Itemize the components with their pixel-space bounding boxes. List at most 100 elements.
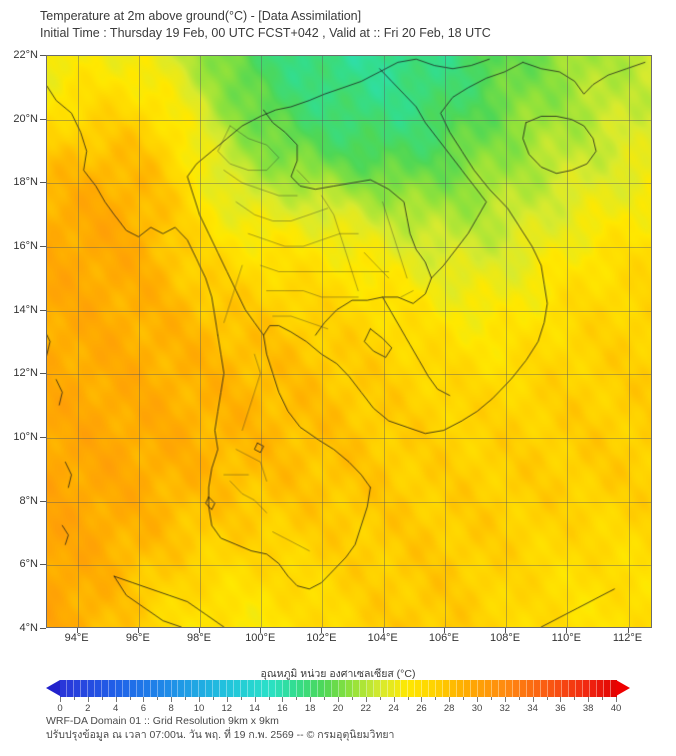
y-tick-mark <box>40 246 46 247</box>
graticule-meridian <box>567 56 569 627</box>
colorbar-label: อุณหภูมิ หน่วย องศาเซลเซียส (°C) <box>260 668 416 680</box>
x-axis-tick-label: 96°E <box>125 632 150 644</box>
colorbar-segment <box>499 680 506 697</box>
colorbar-segment <box>408 680 416 697</box>
colorbar-segment <box>506 680 513 697</box>
colorbar-minor-tick <box>546 697 548 700</box>
colorbar-segment <box>324 680 332 697</box>
colorbar-segment <box>352 680 360 697</box>
colorbar-tick-label: 28 <box>443 703 455 714</box>
colorbar-under-arrow <box>46 680 60 696</box>
colorbar-segment <box>192 680 200 697</box>
colorbar-minor-tick <box>185 697 187 700</box>
colorbar-segment <box>422 680 430 697</box>
colorbar-segment <box>457 680 465 697</box>
colorbar-segment <box>289 680 297 697</box>
colorbar-segment <box>129 680 137 697</box>
graticule-meridian <box>383 56 385 627</box>
x-tick-mark <box>76 628 78 633</box>
graticule-meridian <box>444 56 446 627</box>
colorbar-segment <box>73 680 81 697</box>
colorbar-tick-label: 30 <box>471 703 483 714</box>
colorbar-segment <box>610 680 617 697</box>
colorbar-tick-label: 26 <box>416 703 427 714</box>
colorbar-tick-label: 6 <box>140 703 147 714</box>
colorbar-tick-label: 2 <box>85 703 91 714</box>
x-axis-tick-label: 94°E <box>64 632 89 644</box>
colorbar-segment <box>60 680 67 697</box>
colorbar-tick-label: 24 <box>388 703 399 714</box>
y-tick-mark <box>40 500 46 502</box>
x-axis-tick-label: 110°E <box>551 632 581 644</box>
colorbar-segment <box>296 680 304 697</box>
y-axis-tick-label: 6°N <box>19 558 38 571</box>
graticule-parallel <box>47 565 651 567</box>
y-axis-tick-label: 8°N <box>19 494 38 507</box>
colorbar-segment <box>115 680 123 697</box>
colorbar-segment <box>478 680 486 697</box>
colorbar-segment <box>582 680 590 697</box>
footer-line-2: ปรับปรุงข้อมูล ณ เวลา 07:00น. วัน พฤ. ที… <box>46 729 395 741</box>
map-plot-area[interactable] <box>46 55 652 628</box>
graticule-meridian <box>77 56 79 627</box>
y-tick-mark <box>40 437 46 438</box>
colorbar-major-tick <box>532 697 534 702</box>
colorbar-segment <box>136 680 144 697</box>
colorbar-segment <box>366 680 374 697</box>
graticule-parallel <box>47 501 651 503</box>
colorbar-minor-tick <box>463 697 465 700</box>
y-axis-tick-label: 10°N <box>13 431 38 443</box>
colorbar[interactable]: 0 2 4 6 8 10 12 14 16 18 20 22 24 26 28 30 32 34 36 38 40 <box>46 680 630 714</box>
colorbar-minor-tick <box>296 697 298 700</box>
colorbar-major-tick <box>282 697 284 702</box>
colorbar-minor-tick <box>518 697 520 700</box>
colorbar-segment <box>269 680 277 697</box>
y-axis-tick-label: 22°N <box>13 49 38 61</box>
y-tick-mark <box>40 55 46 56</box>
colorbar-major-tick <box>616 697 617 702</box>
colorbar-segment <box>164 680 172 697</box>
colorbar-segment <box>310 680 318 697</box>
colorbar-segment <box>108 680 116 697</box>
x-axis-tick-label: 104°E <box>367 632 398 644</box>
colorbar-minor-tick <box>240 697 242 700</box>
colorbar-major-tick <box>171 697 173 702</box>
colorbar-segment <box>199 680 207 697</box>
colorbar-segment <box>94 680 102 697</box>
colorbar-segment <box>122 680 130 697</box>
colorbar-minor-tick <box>490 697 492 700</box>
colorbar-segment <box>276 680 283 697</box>
colorbar-major-tick <box>560 697 562 702</box>
colorbar-segment <box>345 680 353 697</box>
colorbar-minor-tick <box>129 697 131 700</box>
colorbar-segment <box>213 680 221 697</box>
colorbar-segment <box>157 680 165 697</box>
colorbar-tick-label: 22 <box>360 703 372 714</box>
colorbar-segment <box>547 680 555 697</box>
colorbar-segment <box>526 680 534 697</box>
graticule-meridian <box>628 56 630 627</box>
y-tick-mark <box>40 564 46 566</box>
colorbar-segment <box>450 680 458 697</box>
colorbar-minor-tick <box>435 697 437 700</box>
colorbar-major-tick <box>115 697 117 702</box>
y-axis-tick-label: 4°N <box>19 622 38 634</box>
colorbar-major-tick <box>60 697 61 702</box>
x-tick-mark <box>382 628 384 633</box>
colorbar-segment <box>429 680 437 697</box>
colorbar-segment <box>317 680 325 697</box>
x-axis-tick-label: 108°E <box>490 632 521 644</box>
colorbar-minor-tick <box>157 697 159 700</box>
colorbar-segment <box>220 680 228 697</box>
y-axis-tick-label: 16°N <box>13 240 38 252</box>
graticule-meridian <box>261 56 263 627</box>
colorbar-tick-label: 18 <box>304 703 316 714</box>
colorbar-tick-label: 0 <box>57 703 63 714</box>
x-tick-mark <box>566 628 568 633</box>
chart-title-block: Temperature at 2m above ground(°C) - [Da… <box>40 8 660 42</box>
colorbar-tick-label: 34 <box>527 703 538 714</box>
colorbar-segment <box>303 680 311 697</box>
colorbar-segment <box>471 680 479 697</box>
x-axis-tick-label: 106°E <box>428 632 459 644</box>
colorbar-segment <box>554 680 562 697</box>
